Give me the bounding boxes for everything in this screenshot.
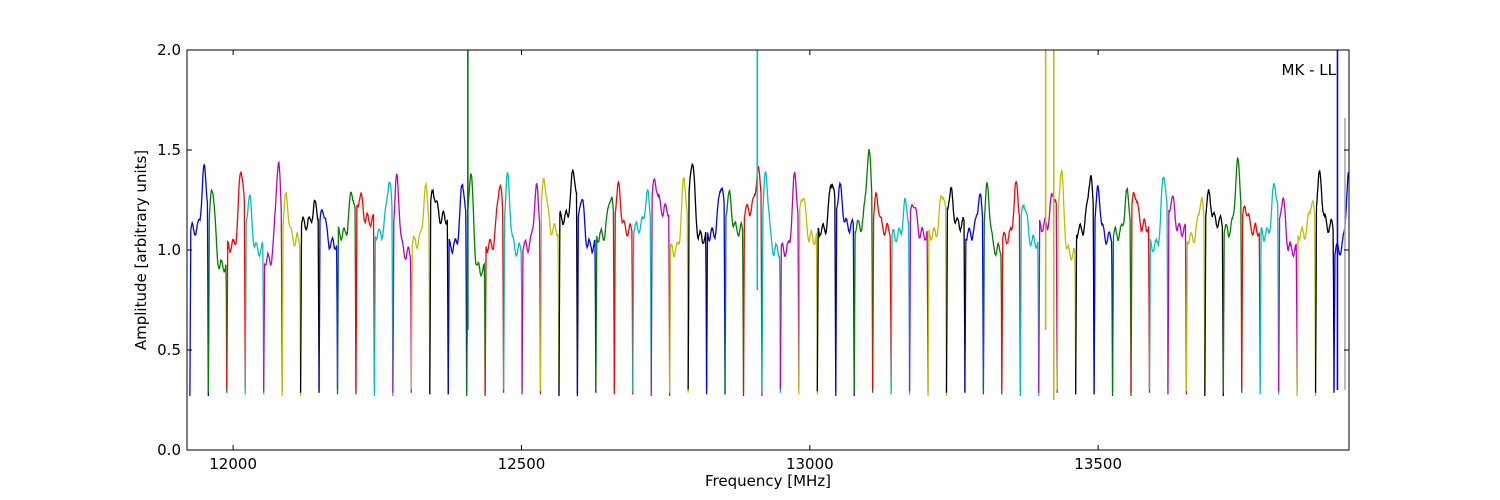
channel-line-18: [502, 171, 523, 390]
channel-line-44: [982, 181, 1003, 395]
channel-line-34: [798, 197, 818, 395]
channel-line-5: [263, 160, 283, 392]
channel-line-30: [724, 188, 745, 392]
channel-line-9: [336, 191, 357, 395]
channel-line-33: [779, 171, 800, 390]
channel-line-13: [410, 181, 431, 390]
y-axis-label: Amplitude [arbitrary units]: [132, 150, 150, 350]
channel-line-21: [558, 168, 579, 397]
channel-line-59: [1259, 182, 1280, 395]
y-tick-label: 2.0: [157, 41, 181, 59]
channel-line-46: [1019, 203, 1040, 397]
channel-line-62: [1314, 169, 1335, 393]
channel-line-22: [576, 198, 597, 393]
channel-line-28: [687, 162, 708, 390]
channel-line-23: [595, 196, 615, 390]
channel-line-3: [226, 171, 246, 390]
channel-line-4: [244, 194, 265, 395]
channel-line-61: [1296, 199, 1317, 397]
channel-line-19: [521, 182, 542, 395]
plot-background: [187, 50, 1349, 450]
channel-line-36: [835, 180, 855, 397]
channel-line-11: [373, 181, 394, 397]
channel-line-45: [1001, 180, 1021, 392]
channel-line-24: [613, 180, 634, 395]
channel-line-15: [447, 183, 468, 392]
channel-line-8: [318, 208, 339, 390]
channel-line-55: [1185, 196, 1206, 392]
channel-line-26: [650, 177, 671, 397]
channel-line-2: [207, 187, 228, 393]
channel-line-29: [705, 186, 726, 395]
channel-line-12: [392, 173, 412, 393]
x-tick-label: 12500: [498, 455, 546, 473]
y-tick-label: 1.0: [157, 241, 181, 259]
annotation-label: MK - LL: [1282, 61, 1337, 79]
channel-line-41: [927, 193, 948, 397]
channel-line-14: [429, 188, 449, 395]
channel-line-53: [1148, 176, 1169, 390]
channel-line-39: [890, 197, 911, 395]
x-tick-label: 13000: [786, 455, 834, 473]
channel-line-7: [299, 199, 320, 393]
x-tick-label: 13500: [1074, 455, 1122, 473]
y-tick-label: 1.5: [157, 141, 181, 159]
y-tick-label: 0.0: [157, 441, 181, 459]
channel-line-40: [908, 204, 929, 392]
channel-line-6: [281, 191, 302, 397]
channel-line-58: [1241, 205, 1261, 390]
channel-line-38: [872, 191, 892, 390]
channel-line-60: [1278, 196, 1298, 392]
series-layer: [189, 50, 1349, 400]
channel-line-56: [1204, 189, 1224, 397]
channel-line-43: [964, 192, 985, 390]
channel-line-25: [632, 188, 652, 392]
channel-line-10: [355, 192, 376, 392]
channel-line-42: [945, 186, 966, 393]
channel-line-48: [1056, 169, 1077, 390]
tick-layer: 12000 12500 13000 13500 0.0 0.5 1.0 1.5 2.0: [157, 41, 1349, 473]
channel-line-54: [1167, 195, 1188, 395]
channel-line-17: [484, 183, 505, 393]
channel-line-50: [1093, 185, 1114, 392]
y-tick-label: 0.5: [157, 341, 181, 359]
channel-line-32: [761, 170, 782, 393]
channel-line-52: [1130, 191, 1151, 393]
channel-line-31: [742, 166, 763, 397]
x-axis-label: Frequency [MHz]: [705, 472, 831, 490]
channel-line-49: [1075, 175, 1095, 395]
channel-line-27: [669, 176, 689, 393]
channel-line-1: [189, 163, 209, 397]
channel-line-35: [816, 183, 837, 392]
channel-line-37: [853, 148, 874, 393]
x-tick-label: 12000: [209, 455, 257, 473]
channel-line-20: [539, 177, 560, 392]
channel-line-16: [466, 173, 486, 397]
channel-line-51: [1111, 186, 1132, 397]
channel-line-57: [1222, 157, 1243, 393]
